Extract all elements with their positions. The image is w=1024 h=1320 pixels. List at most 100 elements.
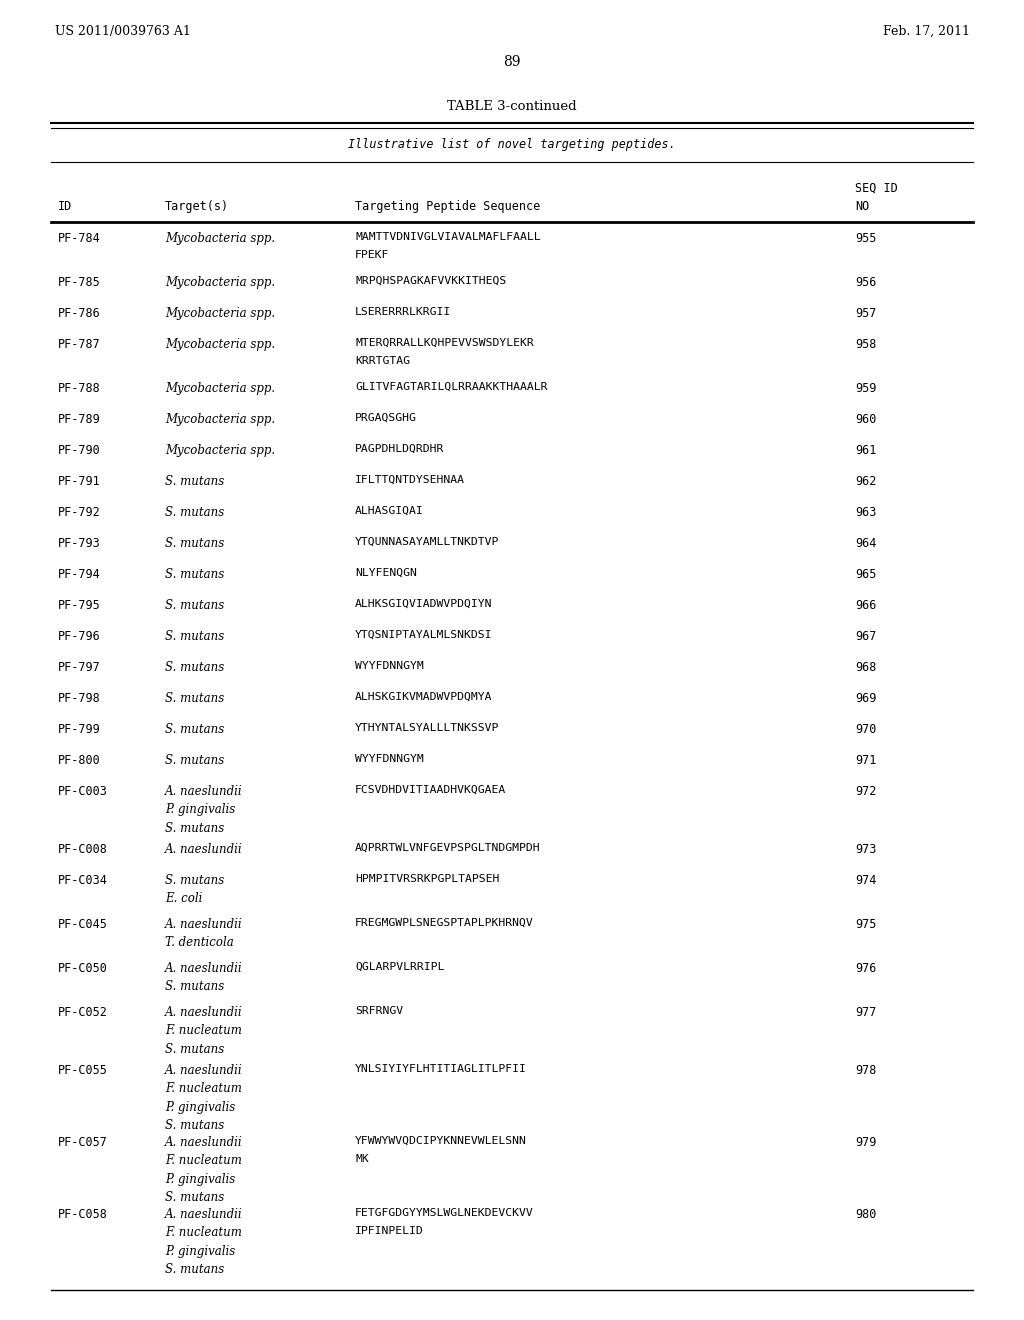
Text: S. mutans: S. mutans bbox=[165, 1263, 224, 1276]
Text: MTERQRRALLKQHPEVVSWSDYLEKR: MTERQRRALLKQHPEVVSWSDYLEKR bbox=[355, 338, 534, 348]
Text: 967: 967 bbox=[855, 630, 877, 643]
Text: PF-787: PF-787 bbox=[58, 338, 100, 351]
Text: 961: 961 bbox=[855, 444, 877, 457]
Text: PRGAQSGHG: PRGAQSGHG bbox=[355, 413, 417, 422]
Text: A. naeslundii: A. naeslundii bbox=[165, 785, 243, 799]
Text: PF-791: PF-791 bbox=[58, 475, 100, 488]
Text: PF-792: PF-792 bbox=[58, 506, 100, 519]
Text: Target(s): Target(s) bbox=[165, 201, 229, 213]
Text: S. mutans: S. mutans bbox=[165, 822, 224, 836]
Text: S. mutans: S. mutans bbox=[165, 754, 224, 767]
Text: YTQUNNASAYAMLLTNKDTVP: YTQUNNASAYAMLLTNKDTVP bbox=[355, 537, 500, 546]
Text: S. mutans: S. mutans bbox=[165, 874, 224, 887]
Text: KRRTGTAG: KRRTGTAG bbox=[355, 356, 410, 367]
Text: MAMTTVDNIVGLVIAVALMAFLFAALL: MAMTTVDNIVGLVIAVALMAFLFAALL bbox=[355, 232, 541, 242]
Text: S. mutans: S. mutans bbox=[165, 981, 224, 994]
Text: A. naeslundii: A. naeslundii bbox=[165, 1137, 243, 1148]
Text: Mycobacteria spp.: Mycobacteria spp. bbox=[165, 444, 275, 457]
Text: HPMPITVRSRKPGPLTAPSEH: HPMPITVRSRKPGPLTAPSEH bbox=[355, 874, 500, 884]
Text: 976: 976 bbox=[855, 962, 877, 975]
Text: MK: MK bbox=[355, 1155, 369, 1164]
Text: F. nucleatum: F. nucleatum bbox=[165, 1155, 242, 1167]
Text: FCSVDHDVITIAADHVKQGAEA: FCSVDHDVITIAADHVKQGAEA bbox=[355, 785, 506, 795]
Text: 89: 89 bbox=[503, 55, 521, 69]
Text: PF-793: PF-793 bbox=[58, 537, 100, 550]
Text: 955: 955 bbox=[855, 232, 877, 246]
Text: TABLE 3-continued: TABLE 3-continued bbox=[447, 100, 577, 114]
Text: P. gingivalis: P. gingivalis bbox=[165, 1173, 236, 1185]
Text: E. coli: E. coli bbox=[165, 892, 203, 906]
Text: 957: 957 bbox=[855, 308, 877, 319]
Text: PF-799: PF-799 bbox=[58, 723, 100, 737]
Text: 968: 968 bbox=[855, 661, 877, 675]
Text: YTHYNTALSYALLLTNKSSVP: YTHYNTALSYALLLTNKSSVP bbox=[355, 723, 500, 733]
Text: FREGMGWPLSNEGSPTAPLPKHRNQV: FREGMGWPLSNEGSPTAPLPKHRNQV bbox=[355, 917, 534, 928]
Text: Mycobacteria spp.: Mycobacteria spp. bbox=[165, 232, 275, 246]
Text: PF-785: PF-785 bbox=[58, 276, 100, 289]
Text: F. nucleatum: F. nucleatum bbox=[165, 1024, 242, 1038]
Text: 960: 960 bbox=[855, 413, 877, 426]
Text: 975: 975 bbox=[855, 917, 877, 931]
Text: 970: 970 bbox=[855, 723, 877, 737]
Text: PF-C052: PF-C052 bbox=[58, 1006, 108, 1019]
Text: IFLTTQNTDYSEHNAA: IFLTTQNTDYSEHNAA bbox=[355, 475, 465, 484]
Text: 977: 977 bbox=[855, 1006, 877, 1019]
Text: FETGFGDGYYMSLWGLNEKDEVCKVV: FETGFGDGYYMSLWGLNEKDEVCKVV bbox=[355, 1208, 534, 1218]
Text: P. gingivalis: P. gingivalis bbox=[165, 1101, 236, 1114]
Text: 964: 964 bbox=[855, 537, 877, 550]
Text: 962: 962 bbox=[855, 475, 877, 488]
Text: A. naeslundii: A. naeslundii bbox=[165, 1006, 243, 1019]
Text: 966: 966 bbox=[855, 599, 877, 612]
Text: PF-C045: PF-C045 bbox=[58, 917, 108, 931]
Text: US 2011/0039763 A1: US 2011/0039763 A1 bbox=[55, 25, 190, 38]
Text: S. mutans: S. mutans bbox=[165, 692, 224, 705]
Text: S. mutans: S. mutans bbox=[165, 599, 224, 612]
Text: 959: 959 bbox=[855, 381, 877, 395]
Text: LSERERRRLKRGII: LSERERRRLKRGII bbox=[355, 308, 452, 317]
Text: S. mutans: S. mutans bbox=[165, 506, 224, 519]
Text: IPFINPELID: IPFINPELID bbox=[355, 1226, 424, 1237]
Text: P. gingivalis: P. gingivalis bbox=[165, 804, 236, 817]
Text: SRFRNGV: SRFRNGV bbox=[355, 1006, 403, 1016]
Text: ALHASGIQAI: ALHASGIQAI bbox=[355, 506, 424, 516]
Text: PF-798: PF-798 bbox=[58, 692, 100, 705]
Text: NLYFENQGN: NLYFENQGN bbox=[355, 568, 417, 578]
Text: 979: 979 bbox=[855, 1137, 877, 1148]
Text: QGLARPVLRRIPL: QGLARPVLRRIPL bbox=[355, 962, 444, 972]
Text: WYYFDNNGYM: WYYFDNNGYM bbox=[355, 754, 424, 764]
Text: PF-797: PF-797 bbox=[58, 661, 100, 675]
Text: PF-788: PF-788 bbox=[58, 381, 100, 395]
Text: S. mutans: S. mutans bbox=[165, 1043, 224, 1056]
Text: YTQSNIPTAYALMLSNKDSI: YTQSNIPTAYALMLSNKDSI bbox=[355, 630, 493, 640]
Text: S. mutans: S. mutans bbox=[165, 723, 224, 737]
Text: 974: 974 bbox=[855, 874, 877, 887]
Text: WYYFDNNGYM: WYYFDNNGYM bbox=[355, 661, 424, 671]
Text: S. mutans: S. mutans bbox=[165, 630, 224, 643]
Text: PF-C003: PF-C003 bbox=[58, 785, 108, 799]
Text: Mycobacteria spp.: Mycobacteria spp. bbox=[165, 308, 275, 319]
Text: MRPQHSPAGKAFVVKKITHEQS: MRPQHSPAGKAFVVKKITHEQS bbox=[355, 276, 506, 286]
Text: Illustrative list of novel targeting peptides.: Illustrative list of novel targeting pep… bbox=[348, 139, 676, 150]
Text: PF-794: PF-794 bbox=[58, 568, 100, 581]
Text: ALHKSGIQVIADWVPDQIYN: ALHKSGIQVIADWVPDQIYN bbox=[355, 599, 493, 609]
Text: S. mutans: S. mutans bbox=[165, 661, 224, 675]
Text: PF-C057: PF-C057 bbox=[58, 1137, 108, 1148]
Text: 965: 965 bbox=[855, 568, 877, 581]
Text: Mycobacteria spp.: Mycobacteria spp. bbox=[165, 338, 275, 351]
Text: 956: 956 bbox=[855, 276, 877, 289]
Text: PF-C034: PF-C034 bbox=[58, 874, 108, 887]
Text: 963: 963 bbox=[855, 506, 877, 519]
Text: S. mutans: S. mutans bbox=[165, 568, 224, 581]
Text: PF-800: PF-800 bbox=[58, 754, 100, 767]
Text: P. gingivalis: P. gingivalis bbox=[165, 1245, 236, 1258]
Text: AQPRRTWLVNFGEVPSPGLTNDGMPDH: AQPRRTWLVNFGEVPSPGLTNDGMPDH bbox=[355, 843, 541, 853]
Text: 978: 978 bbox=[855, 1064, 877, 1077]
Text: A. naeslundii: A. naeslundii bbox=[165, 1208, 243, 1221]
Text: GLITVFAGTARILQLRRAAKKTHAAALR: GLITVFAGTARILQLRRAAKKTHAAALR bbox=[355, 381, 548, 392]
Text: PF-784: PF-784 bbox=[58, 232, 100, 246]
Text: F. nucleatum: F. nucleatum bbox=[165, 1226, 242, 1239]
Text: PAGPDHLDQRDHR: PAGPDHLDQRDHR bbox=[355, 444, 444, 454]
Text: PF-789: PF-789 bbox=[58, 413, 100, 426]
Text: Feb. 17, 2011: Feb. 17, 2011 bbox=[883, 25, 970, 38]
Text: NO: NO bbox=[855, 201, 869, 213]
